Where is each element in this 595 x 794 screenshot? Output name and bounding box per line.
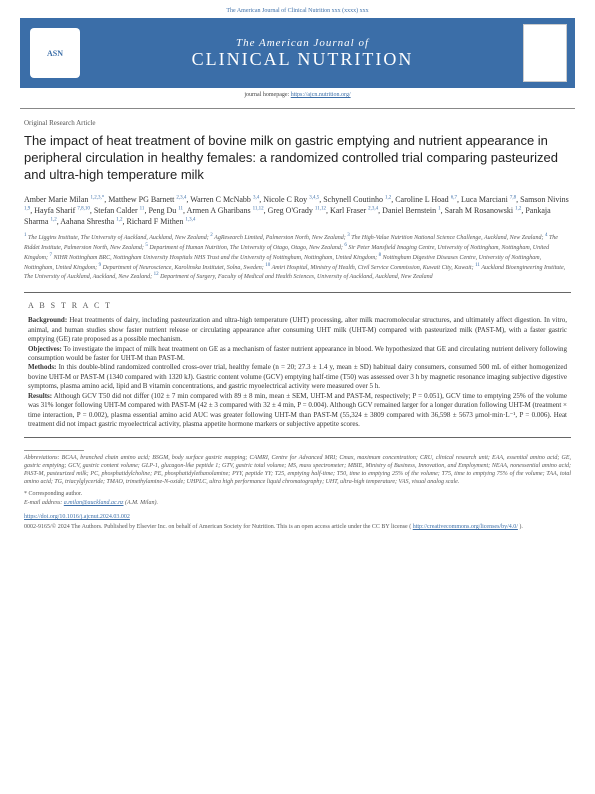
footer-section: Abbreviations: BCAA, branched chain amin… [0, 450, 595, 531]
asn-logo: ASN [30, 28, 80, 78]
email-line: E-mail address: a.milan@auckland.ac.nz (… [24, 500, 571, 508]
abstract-methods-text: In this double-blind randomized controll… [28, 363, 567, 390]
top-citation: The American Journal of Clinical Nutriti… [0, 0, 595, 18]
abbreviations-block: Abbreviations: BCAA, branched chain amin… [24, 455, 571, 486]
abstract-background-label: Background: [28, 316, 67, 324]
journal-title-line2: CLINICAL NUTRITION [90, 49, 515, 70]
affiliations: 1 The Liggins Institute, The University … [24, 233, 571, 282]
abstract-results-label: Results: [28, 392, 52, 400]
copyright-suffix: ). [519, 524, 523, 530]
email-suffix: (A.M. Milan). [125, 500, 158, 506]
abstract-box: A B S T R A C T Background: Heat treatme… [24, 292, 571, 438]
abbreviations-label: Abbreviations: [24, 455, 59, 461]
abstract-objectives-label: Objectives: [28, 345, 62, 353]
journal-cover-thumbnail [523, 24, 567, 82]
journal-masthead: ASN The American Journal of CLINICAL NUT… [20, 18, 575, 88]
journal-title: The American Journal of CLINICAL NUTRITI… [90, 37, 515, 70]
copyright-text: 0002-9165/© 2024 The Authors. Published … [24, 524, 411, 530]
doi-link[interactable]: https://doi.org/10.1016/j.ajcnut.2024.03… [24, 514, 130, 520]
abstract-heading: A B S T R A C T [28, 301, 567, 310]
email-label: E-mail address: [24, 500, 64, 506]
abstract-objectives-text: To investigate the impact of milk heat t… [28, 345, 567, 362]
author-list: Amber Marie Milan 1,2,3,*, Matthew PG Ba… [24, 194, 571, 228]
article-type: Original Research Article [24, 119, 571, 127]
footnote-rule [24, 450, 84, 451]
abstract-body: Background: Heat treatments of dairy, in… [28, 316, 567, 429]
abstract-methods-label: Methods: [28, 363, 56, 371]
homepage-label: journal homepage: [244, 92, 290, 98]
journal-title-line1: The American Journal of [90, 37, 515, 49]
cc-link[interactable]: http://creativecommons.org/licenses/by/4… [413, 524, 518, 530]
abstract-results-text: Although GCV T50 did not differ (102 ± 7… [28, 392, 567, 428]
copyright-line: 0002-9165/© 2024 The Authors. Published … [24, 524, 571, 532]
article-title: The impact of heat treatment of bovine m… [24, 133, 571, 184]
email-link[interactable]: a.milan@auckland.ac.nz [64, 500, 124, 506]
doi-line: https://doi.org/10.1016/j.ajcnut.2024.03… [24, 514, 571, 522]
abbreviations-text: BCAA, branched chain amino acid; BSGM, b… [24, 455, 571, 484]
homepage-link[interactable]: https://ajcn.nutrition.org/ [291, 92, 351, 98]
abstract-background-text: Heat treatments of dairy, including past… [28, 316, 567, 343]
corresponding-author: * Corresponding author. [24, 491, 571, 499]
journal-homepage-line: journal homepage: https://ajcn.nutrition… [20, 88, 575, 109]
